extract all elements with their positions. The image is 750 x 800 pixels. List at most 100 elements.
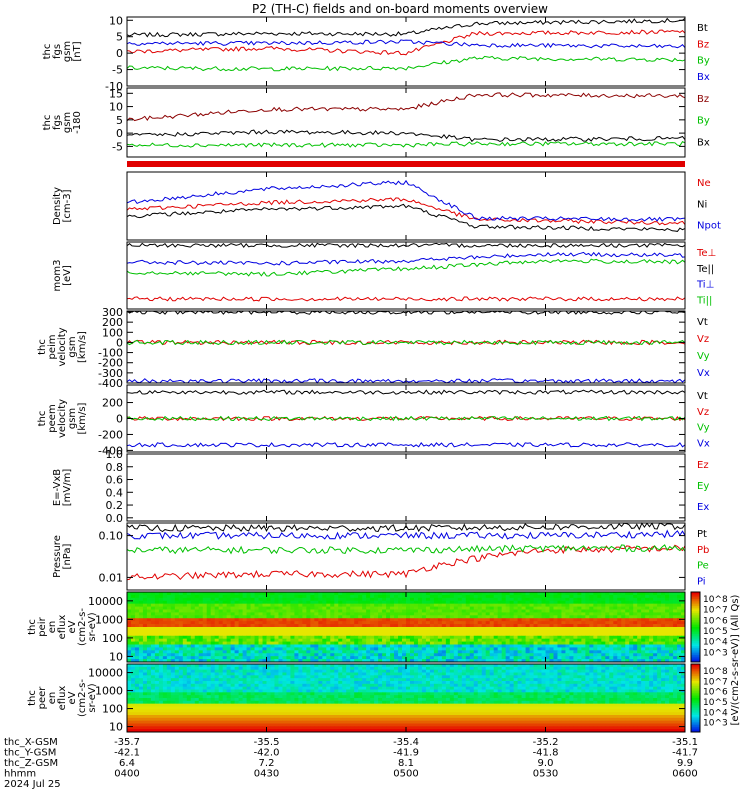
spectrogram-cell [413,638,419,642]
spectrogram-cell [402,686,407,690]
spectrogram-cell [649,624,654,628]
spectrogram-cell [561,597,566,602]
spectrogram-cell [278,612,283,616]
spectrogram-cell [310,666,315,671]
spectrogram-cell [230,675,236,679]
spectrogram-cell [489,650,495,654]
spectrogram-cell [290,624,295,628]
spectrogram-cell [553,618,558,622]
spectrogram-cell [326,653,331,657]
spectrogram-cell [242,641,247,645]
spectrogram-cell [645,612,650,616]
spectrogram-cell [489,666,495,671]
spectrogram-cell [417,672,423,676]
spectrogram-cell [154,632,160,637]
spectrogram-cell [286,644,291,648]
spectrogram-cell [617,656,622,660]
spectrogram-cell [417,666,423,671]
spectrogram-cell [218,597,224,602]
spectrogram-cell [170,686,176,690]
y-axis-label: velocity [57,399,68,438]
spectrogram-cell [545,627,550,631]
spectrogram-cell [525,664,530,668]
spectrogram-cell [182,689,188,693]
spectrogram-cell [362,629,367,634]
spectrogram-cell [413,624,419,628]
spectrogram-cell [545,653,550,657]
spectrogram-cell [274,629,279,634]
spectrogram-cell [378,669,383,673]
spectrogram-cell [417,597,423,602]
spectrogram-cell [409,659,415,663]
spectrogram-cell [398,672,403,676]
spectrogram-cell [665,644,670,648]
spectrogram-cell [425,635,431,640]
spectrogram-cell [246,678,251,682]
spectrogram-cell [657,666,662,671]
spectrogram-cell [394,600,399,605]
spectrogram-cell [665,615,670,619]
spectrogram-cell [521,600,526,605]
spectrogram-cell [585,615,590,619]
spectrogram-cell [609,664,614,668]
spectrogram-cell [266,612,271,616]
spectrogram-cell [469,606,475,610]
spectrogram-cell [274,647,279,651]
spectrogram-cell [218,669,224,673]
spectrogram-cell [617,621,622,625]
spectrogram-cell [254,592,259,596]
spectrogram-cell [569,666,574,671]
spectrogram-cell [210,666,216,671]
spectrogram-cell [186,635,192,640]
spectrogram-cell [374,689,379,693]
spectrogram-cell [250,669,255,673]
spectrogram-cell [453,641,459,645]
spectrogram-cell [302,621,307,625]
spectrogram-cell [346,609,351,613]
spectrogram-cell [485,612,491,616]
spectrogram-cell [254,678,259,682]
spectrogram-cell [425,669,431,673]
legend-label: By [697,56,710,67]
spectrogram-cell [154,618,160,622]
legend-label: Vy [697,351,710,362]
spectrogram-cell [545,632,550,637]
spectrogram-cell [234,612,239,616]
spectrogram-cell [465,664,471,668]
spectrogram-cell [322,603,327,607]
spectrogram-cell [206,635,212,640]
spectrogram-cell [294,647,299,651]
spectrogram-cell [409,618,415,622]
spectrogram-cell [649,632,654,637]
spectrogram-cell [593,683,598,688]
spectrogram-cell [649,635,654,640]
spectrogram-cell [246,632,251,637]
spectrogram-cell [573,627,578,631]
spectrogram-cell [186,647,192,651]
spectrogram-cell [226,641,232,645]
spectrogram-cell [561,629,566,634]
spectrogram-cell [190,632,196,637]
spectrogram-cell [250,615,255,619]
spectrogram-cell [669,675,674,679]
spectrogram-cell [573,650,578,654]
spectrogram-cell [190,609,196,613]
spectrogram-cell [222,615,228,619]
spectrogram-cell [501,594,507,599]
spectrogram-cell [501,621,507,625]
spectrogram-cell [246,638,251,642]
spectrogram-cell [525,615,530,619]
spectrogram-cell [202,624,208,628]
spectrogram-cell [517,678,522,682]
spectrogram-cell [653,615,658,619]
spectrogram-cell [521,612,526,616]
spectrogram-cell [629,594,634,599]
legend-label: Te⊥ [696,248,716,259]
spectrogram-cell [669,666,674,671]
spectrogram-cell [609,621,614,625]
spectrogram-cell [657,650,662,654]
spectrogram-cell [262,675,267,679]
spectrogram-cell [138,653,144,657]
spectrogram-cell [505,666,511,671]
